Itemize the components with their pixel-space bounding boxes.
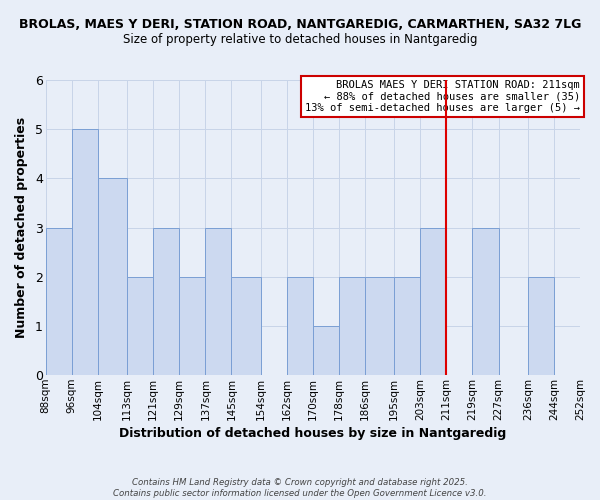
Bar xyxy=(205,228,232,375)
Text: BROLAS MAES Y DERI STATION ROAD: 211sqm
← 88% of detached houses are smaller (35: BROLAS MAES Y DERI STATION ROAD: 211sqm … xyxy=(305,80,580,113)
Text: Size of property relative to detached houses in Nantgaredig: Size of property relative to detached ho… xyxy=(123,32,477,46)
Bar xyxy=(472,228,499,375)
Bar xyxy=(127,277,153,375)
Bar xyxy=(339,277,365,375)
X-axis label: Distribution of detached houses by size in Nantgaredig: Distribution of detached houses by size … xyxy=(119,427,506,440)
Bar xyxy=(365,277,394,375)
Text: Contains HM Land Registry data © Crown copyright and database right 2025.
Contai: Contains HM Land Registry data © Crown c… xyxy=(113,478,487,498)
Bar xyxy=(528,277,554,375)
Bar xyxy=(421,228,446,375)
Bar xyxy=(98,178,127,375)
Bar xyxy=(153,228,179,375)
Bar xyxy=(179,277,205,375)
Bar xyxy=(287,277,313,375)
Text: BROLAS, MAES Y DERI, STATION ROAD, NANTGAREDIG, CARMARTHEN, SA32 7LG: BROLAS, MAES Y DERI, STATION ROAD, NANTG… xyxy=(19,18,581,30)
Bar xyxy=(394,277,421,375)
Bar xyxy=(46,228,72,375)
Bar xyxy=(72,129,98,375)
Bar xyxy=(232,277,261,375)
Y-axis label: Number of detached properties: Number of detached properties xyxy=(15,117,28,338)
Bar xyxy=(313,326,339,375)
